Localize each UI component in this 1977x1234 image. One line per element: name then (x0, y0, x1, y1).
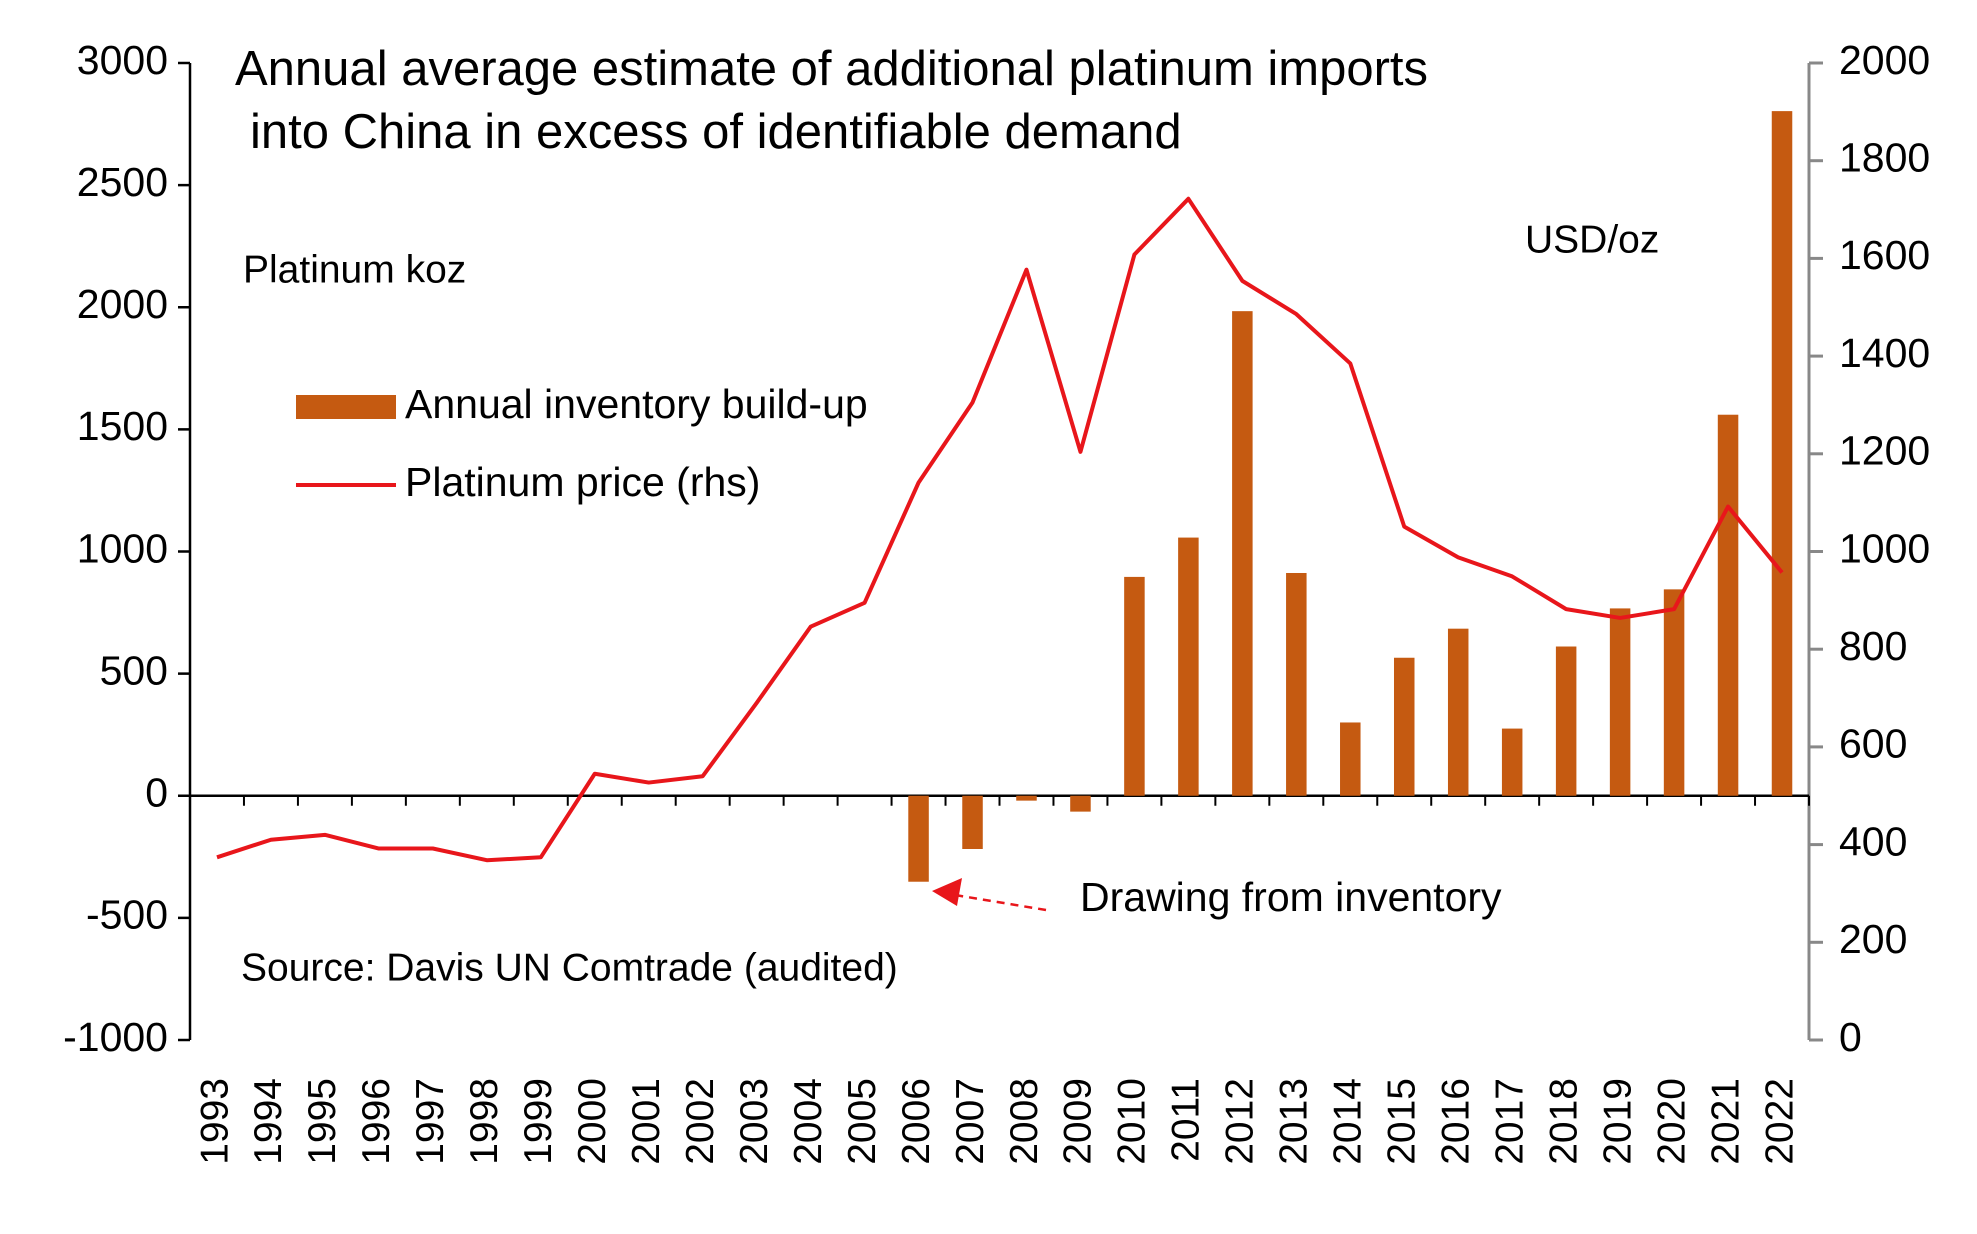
y-tick-label: -1000 (63, 1014, 168, 1060)
legend-label: Platinum price (rhs) (405, 459, 760, 505)
x-tick-label: 2009 (1057, 1078, 1100, 1165)
x-tick-label: 2006 (895, 1078, 938, 1165)
x-tick-label: 2014 (1327, 1078, 1370, 1165)
bar (1124, 576, 1145, 796)
annotation-arrow (954, 893, 1047, 912)
x-tick-label: 2005 (841, 1078, 884, 1165)
chart-title: into China in excess of identifiable dem… (250, 105, 1182, 159)
bar (1771, 111, 1793, 796)
x-tick-label: 1997 (409, 1078, 452, 1165)
x-tick-label: 2004 (787, 1078, 830, 1165)
chart-title: Annual average estimate of additional pl… (235, 42, 1428, 96)
x-tick-label: 2002 (679, 1078, 722, 1165)
x-tick-label: 2016 (1435, 1078, 1478, 1165)
x-tick-label: 2020 (1650, 1078, 1693, 1165)
x-tick-label: 1994 (247, 1078, 290, 1165)
bar (1016, 795, 1037, 801)
y-tick-label: 2500 (77, 159, 168, 205)
bar (1286, 572, 1307, 796)
x-tick-label: 2018 (1542, 1078, 1585, 1165)
annotation-arrowhead (932, 878, 962, 906)
x-tick-label: 2000 (571, 1078, 614, 1165)
x-tick-label: 2012 (1219, 1078, 1262, 1165)
y-tick-label: -500 (86, 892, 168, 938)
bar (962, 795, 983, 849)
bar (1232, 311, 1253, 796)
x-tick-label: 2022 (1758, 1078, 1801, 1165)
y2-tick-label: 1400 (1839, 330, 1930, 376)
y2-tick-label: 400 (1839, 818, 1907, 864)
x-tick-label: 2015 (1381, 1078, 1424, 1165)
bar (1609, 608, 1631, 796)
x-tick-label: 2001 (625, 1078, 668, 1165)
bar (1393, 657, 1415, 796)
x-tick-label: 2008 (1003, 1078, 1046, 1165)
y-tick-label: 0 (145, 770, 168, 816)
y2-tick-label: 1000 (1839, 525, 1930, 571)
bar (1663, 589, 1685, 796)
y-tick-label: 3000 (77, 37, 168, 83)
x-tick-label: 2003 (733, 1078, 776, 1165)
source-note: Source: Davis UN Comtrade (audited) (241, 946, 898, 989)
y2-axis-label: USD/oz (1525, 218, 1659, 261)
x-tick-label: 2021 (1704, 1078, 1747, 1165)
x-tick-label: 1993 (193, 1078, 236, 1165)
bar (1447, 628, 1469, 796)
y-tick-label: 2000 (77, 281, 168, 327)
bar (1070, 795, 1091, 812)
x-tick-label: 1998 (463, 1078, 506, 1165)
bar (1717, 414, 1739, 796)
y-tick-label: 1500 (77, 403, 168, 449)
legend-label: Annual inventory build-up (405, 381, 868, 427)
bar (1501, 728, 1523, 796)
x-tick-label: 2010 (1111, 1078, 1154, 1165)
x-tick-label: 1995 (301, 1078, 344, 1165)
y-tick-label: 1000 (77, 525, 168, 571)
x-tick-label: 2013 (1273, 1078, 1316, 1165)
y2-tick-label: 1800 (1839, 135, 1930, 181)
y2-tick-label: 200 (1839, 916, 1907, 962)
legend-swatch (296, 395, 396, 419)
bar (908, 795, 929, 882)
x-tick-label: 1996 (355, 1078, 398, 1165)
bar (1178, 537, 1199, 796)
y2-tick-label: 1200 (1839, 428, 1930, 474)
x-tick-label: 2011 (1165, 1078, 1208, 1162)
y-tick-label: 500 (100, 647, 168, 693)
x-tick-label: 2007 (949, 1078, 992, 1165)
y2-tick-label: 800 (1839, 623, 1907, 669)
y2-tick-label: 600 (1839, 721, 1907, 767)
y-axis-label: Platinum koz (243, 248, 466, 291)
bar (1555, 646, 1577, 796)
bar (1340, 722, 1361, 796)
x-tick-label: 2019 (1596, 1078, 1639, 1165)
y2-tick-label: 1600 (1839, 232, 1930, 278)
price-line (216, 196, 1784, 863)
y2-tick-label: 0 (1839, 1014, 1862, 1060)
y2-tick-label: 2000 (1839, 37, 1930, 83)
x-tick-label: 1999 (517, 1078, 560, 1165)
annotation: Drawing from inventory (1080, 874, 1502, 920)
x-tick-label: 2017 (1488, 1078, 1531, 1165)
